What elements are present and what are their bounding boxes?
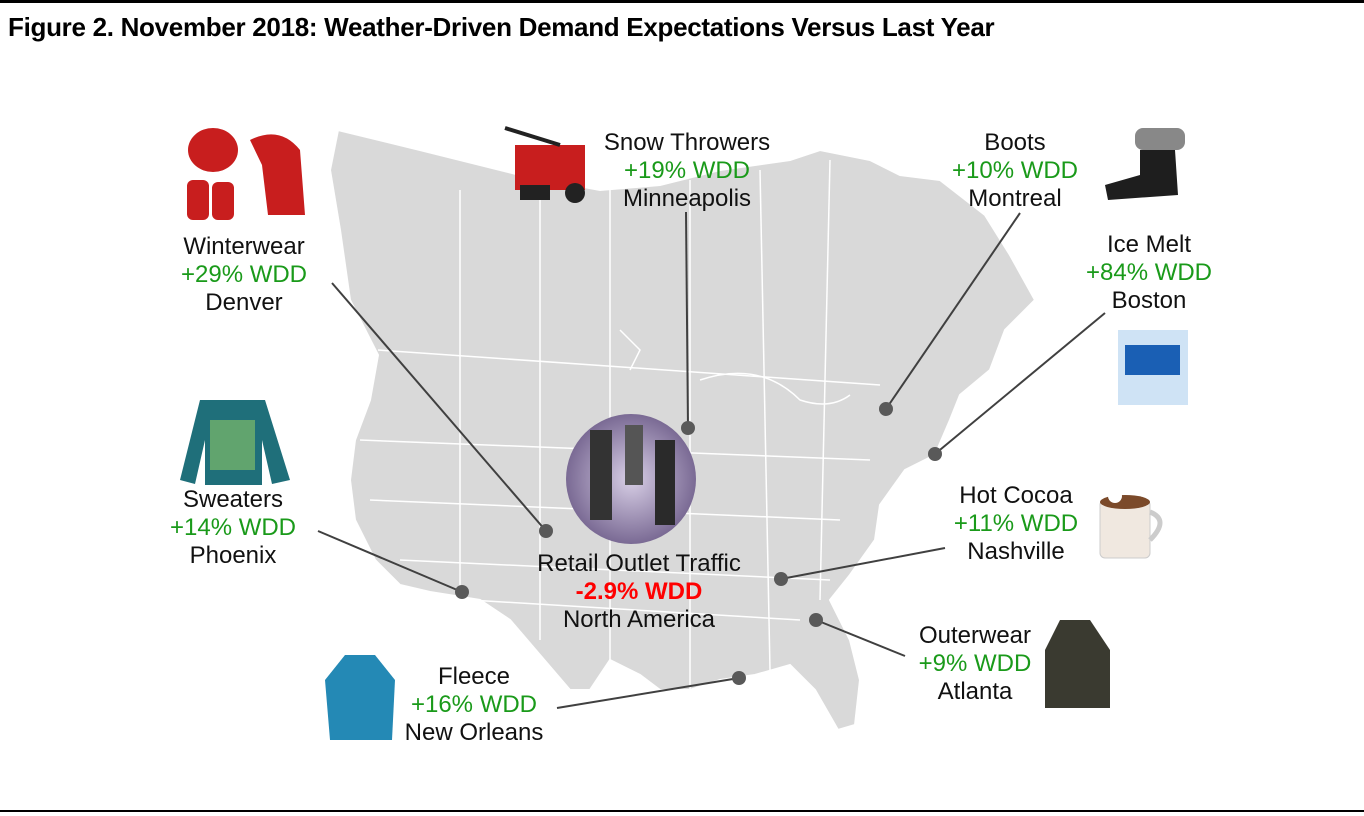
dot-phoenix [455, 585, 469, 599]
callout-value: +9% WDD [918, 650, 1032, 677]
boot-icon [1105, 128, 1185, 200]
callout-product: Snow Throwers [603, 129, 771, 156]
callout-winterwear: Winterwear +29% WDD Denver [181, 233, 307, 317]
jacket-icon [1045, 620, 1110, 708]
hat-scarf-gloves-icon [187, 128, 305, 220]
callout-snow-throwers: Snow Throwers +19% WDD Minneapolis [604, 129, 770, 213]
callout-value: +14% WDD [169, 514, 297, 541]
callout-city: Atlanta [937, 678, 1013, 705]
dot-boston [928, 447, 942, 461]
top-rule [0, 0, 1364, 3]
callout-city: Boston [1111, 287, 1187, 314]
callout-sweaters: Sweaters +14% WDD Phoenix [170, 486, 296, 570]
callout-fleece: Fleece +16% WDD New Orleans [405, 663, 544, 747]
callout-product: Boots [984, 129, 1046, 156]
snow-thrower-icon [504, 126, 585, 203]
callout-value: +29% WDD [180, 261, 308, 288]
callout-hot-cocoa: Hot Cocoa +11% WDD Nashville [954, 482, 1078, 566]
city-dots [455, 402, 942, 685]
callout-product: Fleece [437, 663, 511, 690]
callout-boots: Boots +10% WDD Montreal [952, 129, 1078, 213]
callout-product: Hot Cocoa [959, 482, 1073, 509]
callout-city: Phoenix [189, 542, 277, 569]
callout-value: +84% WDD [1085, 259, 1213, 286]
callout-product: Ice Melt [1106, 231, 1192, 258]
state-borders [359, 159, 881, 690]
callout-city: Montreal [968, 185, 1062, 212]
callout-city: New Orleans [404, 719, 544, 746]
callout-value: +19% WDD [623, 157, 751, 184]
callout-value: +10% WDD [951, 157, 1079, 184]
callout-value: -2.9% WDD [575, 578, 703, 605]
callout-value: +16% WDD [410, 691, 538, 718]
leader-lines [317, 211, 1106, 709]
figure-title: Figure 2. November 2018: Weather-Driven … [8, 12, 995, 42]
sweater-icon [180, 400, 290, 485]
dot-nashville [774, 572, 788, 586]
callout-value: +11% WDD [953, 510, 1079, 537]
callout-outerwear: Outerwear +9% WDD Atlanta [919, 622, 1032, 706]
callout-city: North America [562, 606, 716, 633]
dot-new-orleans [732, 671, 746, 685]
callout-product: Outerwear [918, 622, 1032, 649]
callout-city: Minneapolis [622, 185, 752, 212]
dot-minneapolis [681, 421, 695, 435]
ice-melt-bag-icon [1118, 330, 1188, 405]
callout-retail-traffic: Retail Outlet Traffic -2.9% WDD North Am… [537, 550, 741, 634]
cocoa-mug-icon [1099, 489, 1163, 559]
callout-city: Denver [205, 289, 283, 316]
callout-city: Nashville [967, 538, 1065, 565]
callout-ice-melt: Ice Melt +84% WDD Boston [1086, 231, 1212, 315]
shoppers-icon [566, 414, 696, 544]
callout-product: Sweaters [182, 486, 284, 513]
fleece-icon [325, 655, 395, 740]
bottom-rule [0, 810, 1364, 812]
callout-product: Retail Outlet Traffic [537, 550, 741, 577]
callout-product: Winterwear [183, 233, 305, 260]
dot-montreal [879, 402, 893, 416]
dot-atlanta [809, 613, 823, 627]
dot-denver [539, 524, 553, 538]
